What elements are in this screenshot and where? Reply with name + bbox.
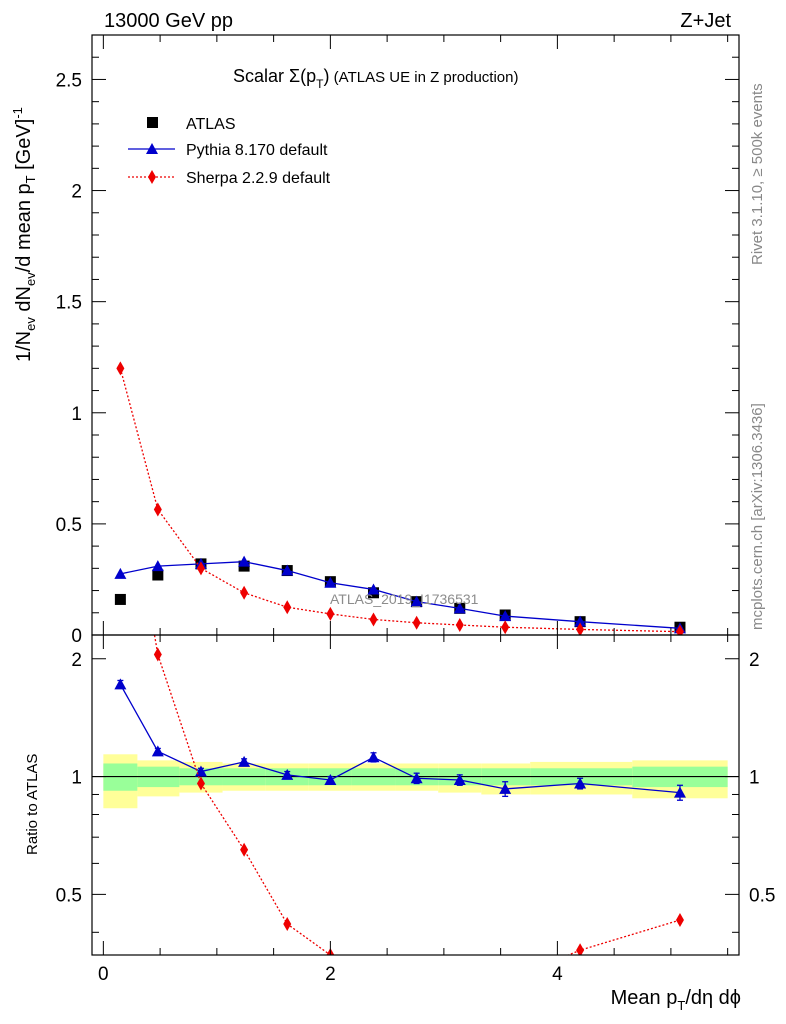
legend-label-atlas: ATLAS	[186, 116, 236, 133]
pythia-main-point	[499, 610, 512, 622]
sherpa-main-line	[119, 368, 680, 633]
pythia-ratio-point	[453, 773, 466, 785]
main-ytick-label: 2	[71, 182, 82, 203]
legend-label-sherpa: Sherpa 2.2.9 default	[186, 170, 331, 187]
sherpa-ratio-point	[240, 842, 249, 857]
main-ytick-label: 2.5	[56, 70, 82, 91]
legend-marker-sherpa	[148, 170, 156, 184]
ratio-xtick-label: 2	[325, 964, 336, 985]
main-ytick-label: 0.5	[56, 515, 82, 536]
main-panel: 0 0.5 1 1.5 2 2.5 Scalar Σ(pT) (ATLAS UE in Z…	[10, 34, 740, 647]
pythia-main-point	[238, 555, 251, 567]
main-title: Scalar Σ(pT) (ATLAS UE in Z production)	[233, 66, 518, 91]
sherpa-main-point	[326, 606, 335, 621]
ratio-ylabel: Ratio to ATLAS	[24, 754, 41, 855]
ratio-ytick-label-left: 1	[71, 768, 82, 789]
pythia-main-point	[453, 602, 466, 614]
pythia-ratio-point	[410, 772, 423, 784]
ratio-ytick-label-left: 2	[71, 650, 82, 671]
sherpa-main-point	[675, 624, 684, 635]
pythia-ratio-point	[281, 768, 294, 780]
sherpa-main-point	[240, 585, 249, 600]
ratio-frame	[91, 634, 740, 956]
sherpa-main-point	[116, 361, 125, 376]
pythia-ratio-point	[238, 755, 251, 767]
pythia-ratio-point	[151, 745, 164, 757]
pythia-ratio-point	[673, 786, 686, 798]
ratio-xtick-label: 0	[98, 964, 109, 985]
sherpa-ratio-line	[153, 635, 681, 955]
pythia-ratio-point	[499, 782, 512, 794]
pythia-ratio-line	[119, 684, 681, 794]
legend-marker-pythia	[146, 143, 158, 154]
analysis-watermark: ATLAS_2019_I1736531	[330, 591, 479, 607]
main-ytick-label: 1	[71, 404, 82, 425]
header-left: 13000 GeV pp	[104, 10, 233, 32]
rivet-label: Rivet 3.1.10, ≥ 500k events	[749, 83, 766, 265]
sherpa-main-point	[283, 600, 292, 615]
legend-label-pythia: Pythia 8.170 default	[186, 142, 328, 159]
sherpa-main-point	[455, 618, 464, 632]
sherpa-ratio-point	[153, 647, 162, 662]
main-ytick-label: 1.5	[56, 293, 82, 314]
pythia-main-point	[367, 583, 380, 595]
pythia-main-point	[281, 564, 294, 576]
pythia-ratio-point	[367, 751, 380, 763]
pythia-main-point	[324, 576, 337, 588]
ratio-ytick-label-right: 1	[749, 768, 760, 789]
sherpa-ratio-point	[370, 980, 378, 994]
ratio-xlabel: Mean pT/dη dϕ	[611, 987, 741, 1013]
sherpa-ratio-point	[116, 427, 124, 441]
ratio-ytick-label-right: 2	[749, 650, 760, 671]
atlas-main-point	[114, 593, 126, 605]
sherpa-ratio-point	[675, 913, 684, 928]
main-ytick-label: 0	[71, 626, 82, 647]
sherpa-ratio-point	[196, 776, 205, 791]
sherpa-main-point	[153, 502, 162, 517]
ratio-ytick-label-right: 0.5	[749, 885, 775, 906]
ratio-panel: 0.5 0.5 1 1 2 2 0 2 4 Ratio to ATLAS Mean pT/dη …	[24, 427, 775, 1013]
header-right: Z+Jet	[680, 10, 731, 32]
sherpa-main-point	[412, 615, 421, 630]
legend: ATLAS Pythia 8.170 default Sherpa 2.2.9 …	[128, 116, 331, 187]
pythia-main-point	[574, 615, 587, 627]
sherpa-main-point	[196, 561, 205, 576]
atlas-main-point	[152, 569, 164, 581]
sherpa-ratio-point	[413, 999, 421, 1013]
pythia-main-line	[120, 561, 681, 629]
sherpa-main-point	[369, 612, 378, 627]
sherpa-ratio-point	[283, 917, 292, 932]
pythia-main-point	[151, 560, 164, 572]
pythia-ratio-point	[574, 777, 587, 789]
mcplots-label: mcplots.cern.ch [arXiv:1306.3436]	[749, 403, 766, 630]
legend-marker-atlas	[147, 117, 158, 128]
sherpa-main-point	[501, 620, 510, 635]
pythia-main-point	[410, 595, 423, 607]
ratio-xtick-label: 4	[552, 964, 563, 985]
pythia-ratio-point	[324, 773, 337, 785]
sherpa-ratio-point	[501, 974, 509, 988]
sherpa-ratio-point	[576, 943, 585, 955]
ratio-ytick-label-left: 0.5	[56, 885, 82, 906]
main-ylabel: 1/Nev dNev/d mean pT [GeV]-1	[10, 107, 38, 362]
pythia-main-point	[114, 567, 127, 579]
sherpa-ratio-point	[456, 999, 464, 1013]
pythia-ratio-point	[114, 678, 127, 690]
sherpa-main-point	[576, 622, 585, 635]
